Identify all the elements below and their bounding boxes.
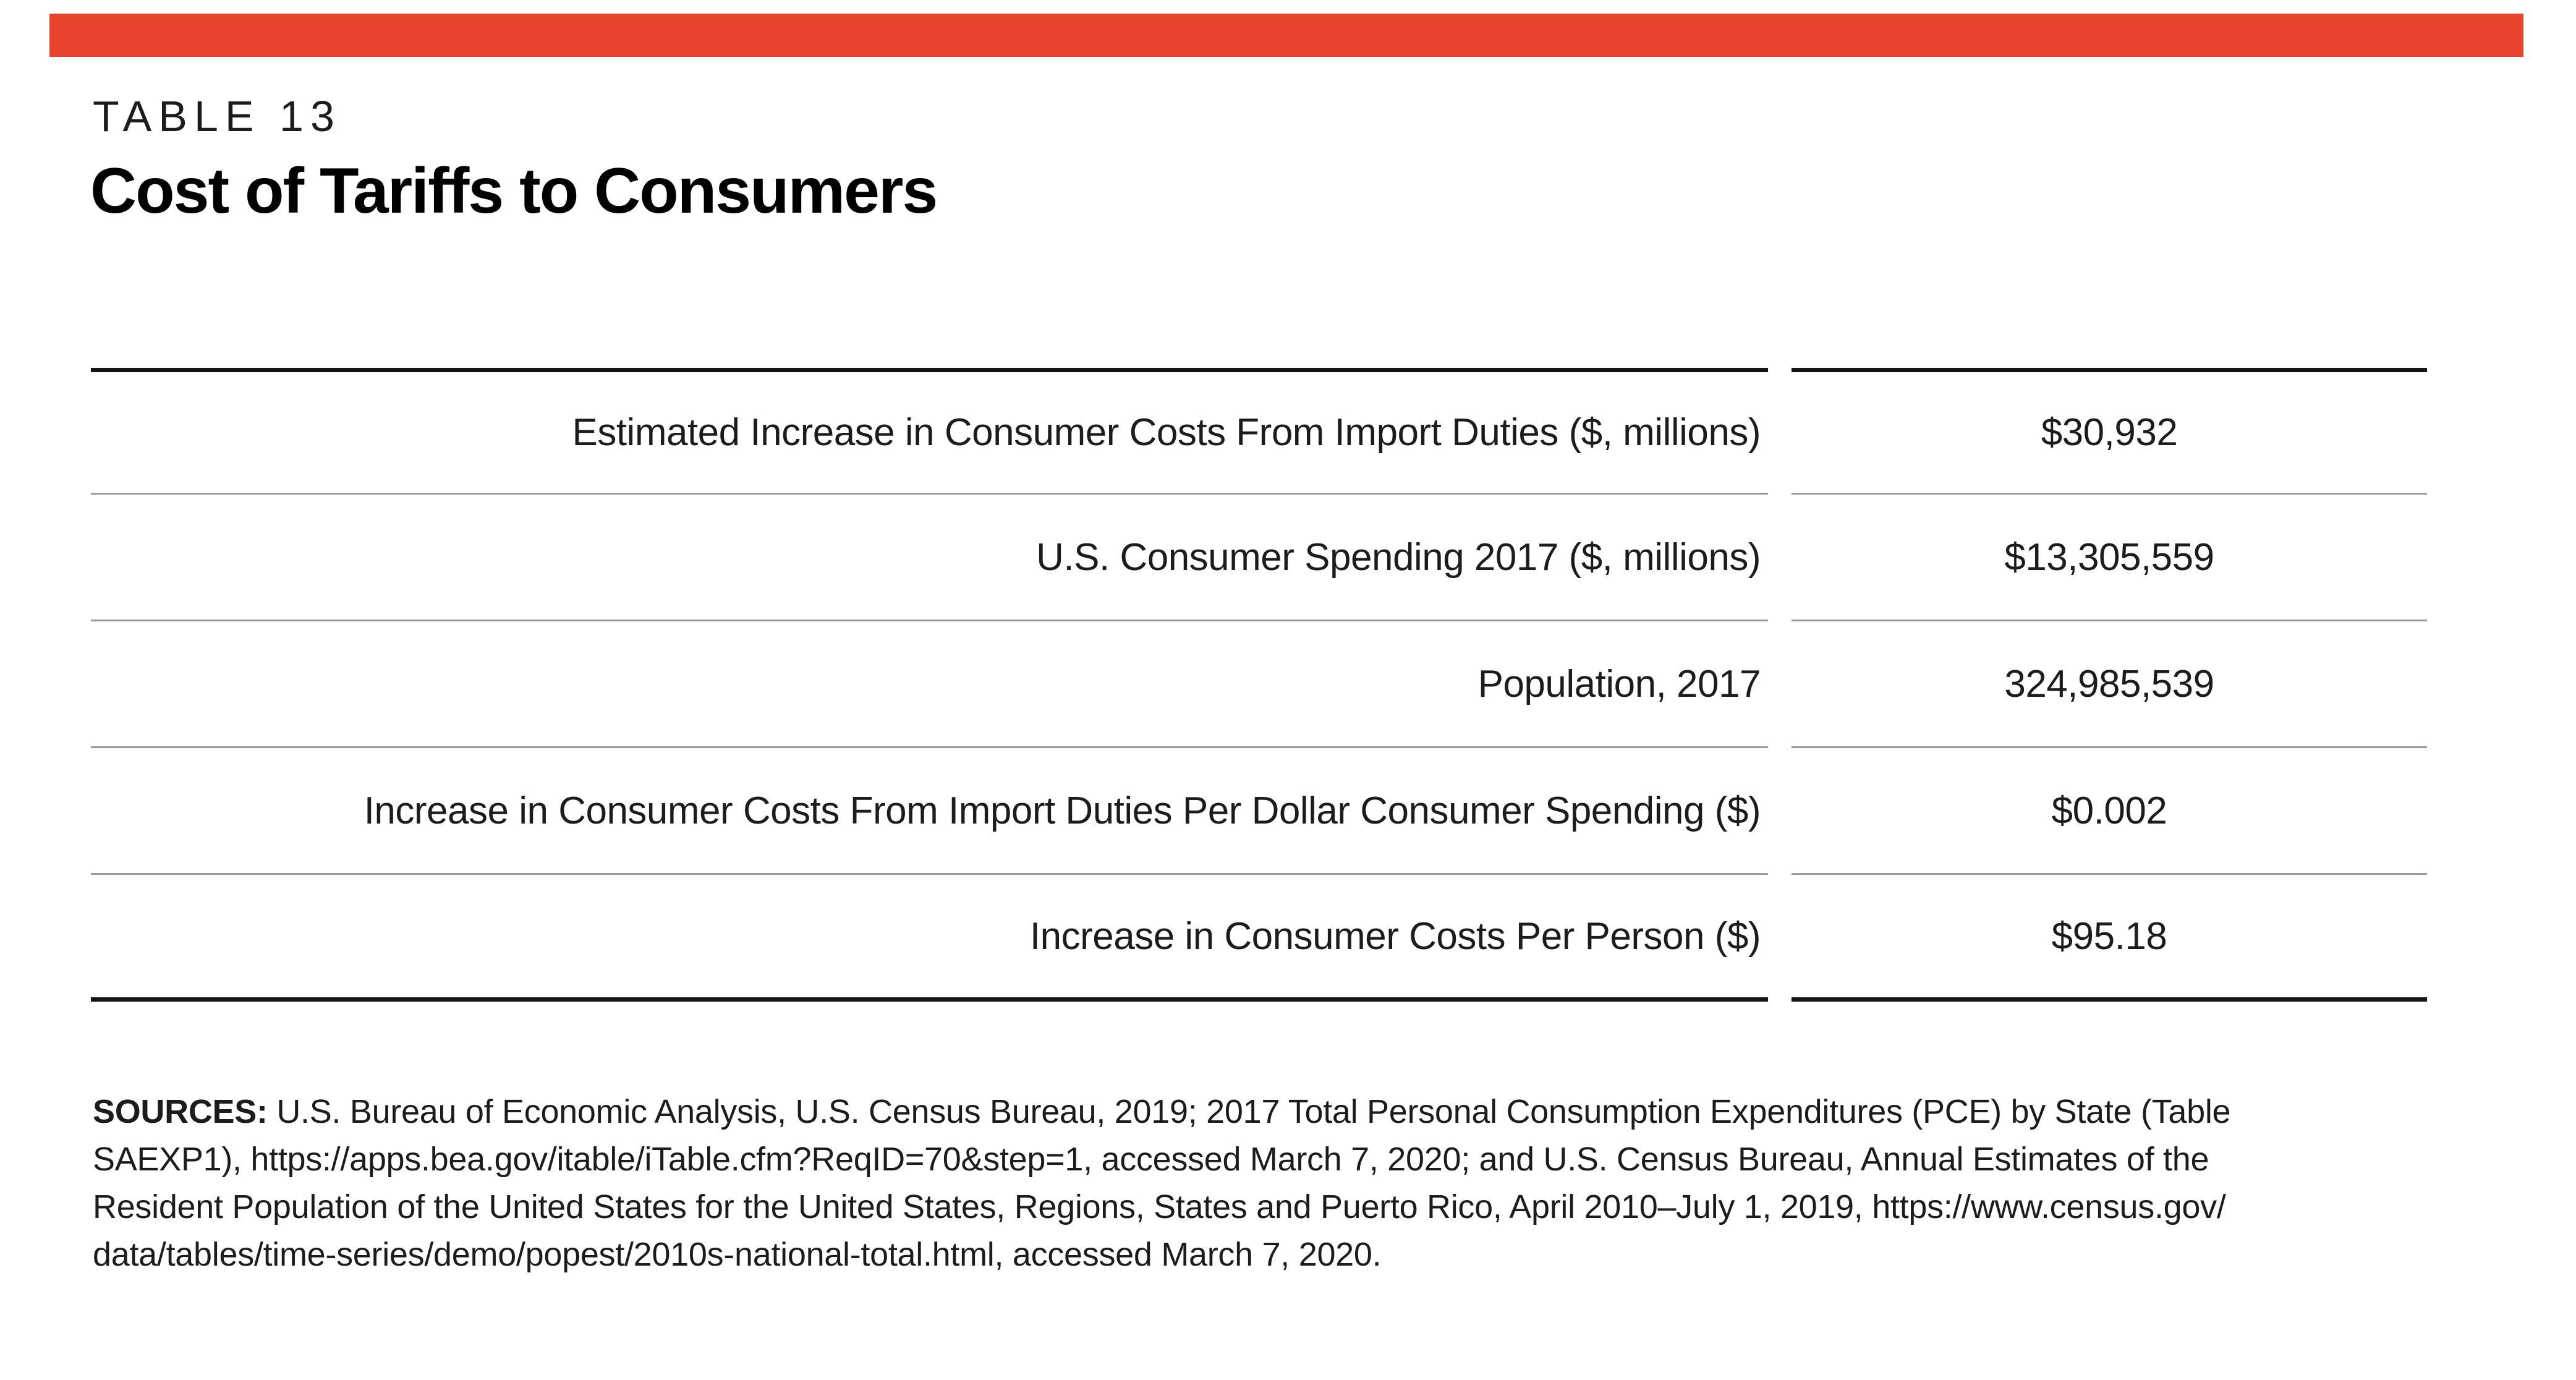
column-gap xyxy=(1768,368,1792,495)
table-row: Population, 2017 324,985,539 xyxy=(91,621,2427,748)
sources-line: Resident Population of the United States… xyxy=(93,1188,2226,1225)
row-value: 324,985,539 xyxy=(1792,621,2427,748)
table-row: U.S. Consumer Spending 2017 ($, millions… xyxy=(91,495,2427,621)
table-row: Increase in Consumer Costs Per Person ($… xyxy=(91,875,2427,1002)
table-title: Cost of Tariffs to Consumers xyxy=(90,155,938,227)
row-label: Population, 2017 xyxy=(91,621,1768,748)
table-number-eyebrow: TABLE 13 xyxy=(93,92,341,140)
row-label: Estimated Increase in Consumer Costs Fro… xyxy=(91,368,1768,495)
column-gap xyxy=(1768,875,1792,1002)
sources-text: U.S. Bureau of Economic Analysis, U.S. C… xyxy=(276,1093,2231,1130)
column-gap xyxy=(1768,748,1792,875)
data-table: Estimated Increase in Consumer Costs Fro… xyxy=(91,368,2427,1002)
row-value: $30,932 xyxy=(1792,368,2427,495)
row-label: Increase in Consumer Costs From Import D… xyxy=(91,748,1768,875)
row-label: U.S. Consumer Spending 2017 ($, millions… xyxy=(91,495,1768,621)
sources-line: data/tables/time-series/demo/popest/2010… xyxy=(93,1236,1382,1273)
column-gap xyxy=(1768,495,1792,621)
table-row: Estimated Increase in Consumer Costs Fro… xyxy=(91,368,2427,495)
row-value: $0.002 xyxy=(1792,748,2427,875)
row-label: Increase in Consumer Costs Per Person ($… xyxy=(91,875,1768,1002)
sources-label: SOURCES: xyxy=(93,1093,268,1130)
sources-line: SAEXP1), https://apps.bea.gov/itable/iTa… xyxy=(93,1141,2209,1178)
sources-note: SOURCES: U.S. Bureau of Economic Analysi… xyxy=(93,1088,2408,1279)
column-gap xyxy=(1768,621,1792,748)
table-row: Increase in Consumer Costs From Import D… xyxy=(91,748,2427,875)
top-accent-bar xyxy=(49,14,2523,57)
sources-line: SOURCES: U.S. Bureau of Economic Analysi… xyxy=(93,1088,2408,1136)
row-value: $95.18 xyxy=(1792,875,2427,1002)
row-value: $13,305,559 xyxy=(1792,495,2427,621)
